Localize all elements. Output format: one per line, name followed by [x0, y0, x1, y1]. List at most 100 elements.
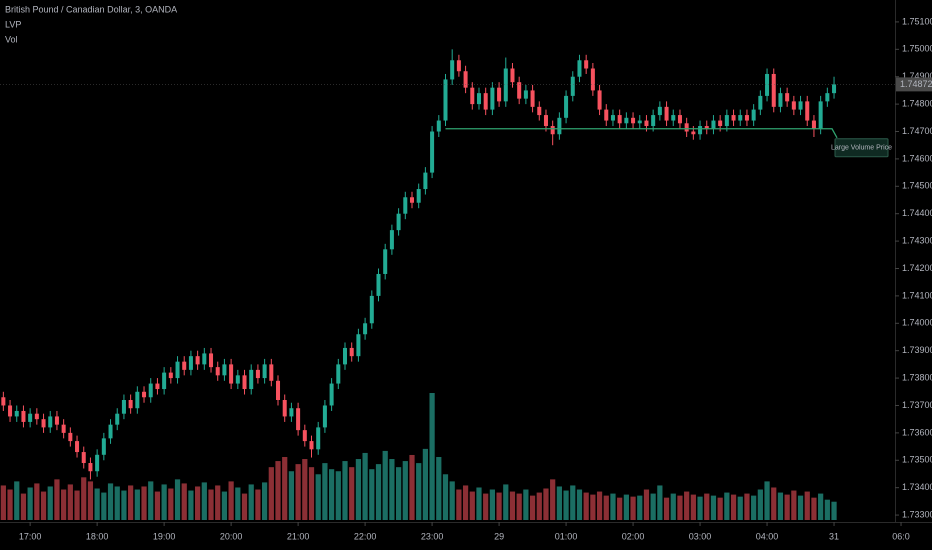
candle-body [101, 438, 106, 455]
symbol-title: British Pound / Canadian Dollar, 3, OAND… [5, 4, 177, 14]
volume-bar [34, 483, 40, 520]
y-tick-label: 1.74300 [902, 235, 932, 245]
volume-bar [235, 487, 241, 520]
candle-body [423, 172, 428, 190]
volume-bar [275, 461, 281, 520]
candle-body [450, 60, 455, 80]
volume-bar [114, 486, 120, 520]
candle-body [342, 347, 348, 365]
candle-body [811, 120, 816, 129]
candle-body [242, 375, 247, 390]
candle-body [34, 413, 39, 420]
volume-bar [335, 471, 341, 520]
candle-body [510, 68, 515, 83]
volume-bar [429, 393, 435, 520]
volume-bar [663, 497, 670, 520]
candle-body [349, 347, 354, 357]
volume-bar [221, 491, 228, 520]
candle-body [81, 452, 86, 464]
volume-bar [797, 495, 804, 520]
volume-bar [623, 494, 629, 520]
volume-bar [94, 488, 100, 520]
candle-body [590, 68, 595, 91]
volume-bar [818, 493, 824, 520]
volume-bar [328, 469, 335, 520]
candle-body [356, 334, 361, 357]
candle-body [396, 213, 401, 231]
volume-bar [422, 448, 429, 520]
candle-body [698, 126, 703, 135]
volume-bar [462, 485, 469, 520]
volume-bar [134, 489, 140, 520]
candle-body [443, 79, 448, 121]
candle-body [195, 356, 200, 365]
candle-body [48, 416, 53, 428]
candle-body [778, 93, 783, 107]
volume-bar [121, 490, 127, 520]
volume-bar [603, 495, 609, 520]
candle-body [825, 93, 830, 102]
volume-bar [657, 485, 663, 520]
volume-bar [288, 471, 295, 520]
volume-bar [643, 489, 650, 520]
candle-body [570, 76, 575, 96]
candle-body [651, 115, 656, 127]
volume-bar [737, 496, 743, 520]
candle-body [631, 117, 636, 124]
volume-bar [67, 484, 73, 520]
volume-bar [563, 490, 569, 520]
candle-body [383, 249, 388, 274]
volume-bar [543, 488, 549, 520]
volume-bar [811, 497, 817, 520]
volume-bar [710, 495, 717, 520]
volume-bar [161, 484, 167, 520]
candle-body [637, 120, 642, 124]
x-tick-label: 06:0 [892, 531, 910, 541]
candle-body [805, 101, 810, 121]
candle-body [718, 120, 723, 127]
candle-body [664, 106, 669, 121]
candle-body [771, 73, 776, 107]
y-tick-label: 1.73700 [902, 400, 932, 410]
candle-body [610, 115, 615, 121]
candle-body [798, 101, 803, 110]
volume-bar [684, 491, 690, 520]
candle-body [175, 361, 180, 379]
volume-bar [322, 463, 328, 520]
candle-body [751, 109, 756, 121]
y-tick-label: 1.74600 [902, 153, 932, 163]
candle-body [249, 369, 254, 390]
volume-bar [201, 482, 207, 520]
x-tick-label: 23:00 [421, 531, 444, 541]
volume-bar [382, 450, 388, 520]
volume-bar [27, 487, 33, 520]
volume-bar [777, 492, 784, 520]
candle-body [564, 95, 569, 118]
volume-bar [409, 454, 415, 520]
volume-bar [241, 493, 248, 520]
y-tick-label: 1.75100 [902, 16, 932, 26]
lvp-label: Large Volume Price [831, 145, 892, 152]
x-tick-label: 29 [494, 531, 504, 541]
candle-body [476, 93, 481, 105]
candle-body [269, 364, 274, 381]
x-tick-label: 19:00 [153, 531, 176, 541]
x-tick-label: 18:00 [86, 531, 109, 541]
volume-bar [630, 496, 636, 520]
lvp-label-box [834, 138, 889, 158]
volume-bar [81, 477, 87, 520]
candle-body [316, 427, 321, 450]
volume-bar [74, 490, 80, 520]
volume-bar [195, 486, 201, 520]
candle-body [430, 131, 435, 173]
candle-body [684, 123, 689, 132]
y-tick-label: 1.73300 [902, 509, 932, 519]
candle-body [483, 93, 488, 110]
volume-bar [556, 486, 562, 520]
volume-bar [596, 491, 603, 520]
candle-body [8, 405, 13, 417]
volume-bar [20, 493, 27, 520]
volume-bar [101, 492, 107, 520]
y-tick-label: 1.74000 [902, 318, 932, 328]
indicator-name: LVP [5, 19, 21, 29]
